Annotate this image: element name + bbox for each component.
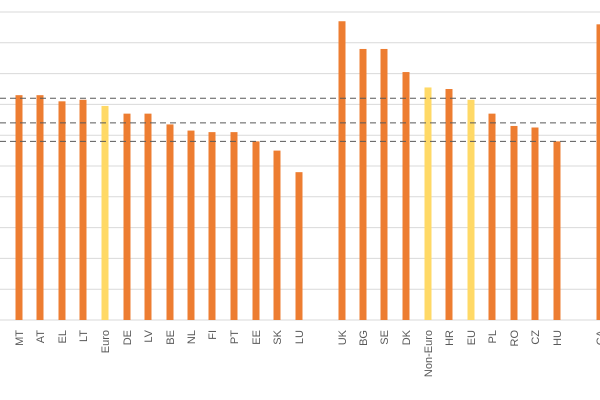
tick-label-se: SE — [379, 330, 391, 345]
tick-label-dk: DK — [401, 329, 413, 345]
tick-label-ee: EE — [251, 330, 263, 345]
bar-nl — [187, 130, 195, 320]
bar-ro — [510, 125, 518, 321]
tick-label-it: IT — [0, 330, 3, 340]
tick-label-non-euro: Non-Euro — [423, 330, 435, 377]
bar-hu — [553, 141, 561, 320]
tick-label-cz: CZ — [530, 330, 542, 345]
tick-label-be: BE — [165, 330, 177, 345]
bar-uk — [338, 21, 346, 321]
tick-label-lt: LT — [78, 330, 90, 342]
bar-se — [380, 48, 388, 321]
tick-label-at: AT — [35, 330, 47, 344]
bar-ee — [252, 141, 260, 320]
bar-cz — [531, 127, 539, 320]
tick-label-uk: UK — [337, 329, 349, 345]
bar-mt — [15, 95, 23, 320]
bar-eu — [467, 99, 475, 320]
bar-fi — [208, 132, 216, 320]
bar-at — [36, 95, 44, 320]
tick-label-eu: EU — [466, 330, 478, 345]
tick-label-bg: BG — [358, 330, 370, 346]
bar-bg — [359, 48, 367, 321]
category-labels: IT MT AT EL LT Euro DE LV BE NL FI PT EE SK LU UK BG SE DK… — [0, 329, 600, 377]
bar-de — [123, 113, 131, 320]
reference-lines — [0, 97, 600, 142]
bar-hr — [445, 89, 453, 320]
tick-label-el: EL — [57, 330, 69, 343]
bars — [15, 21, 600, 321]
tick-label-lu: LU — [294, 330, 306, 344]
bar-sk — [273, 150, 281, 320]
bar-ca — [596, 24, 600, 320]
bar-euro — [101, 105, 109, 320]
tick-label-ro: RO — [509, 330, 521, 347]
bar-non-euro — [424, 87, 432, 321]
tick-label-ca: CA — [595, 329, 600, 345]
tick-label-hu: HU — [552, 330, 564, 346]
tick-label-hr: HR — [444, 330, 456, 346]
bar-pl — [488, 113, 496, 320]
bar-dk — [402, 72, 410, 320]
tick-label-sk: SK — [272, 329, 284, 344]
bar-be — [166, 124, 174, 320]
tick-label-pt: PT — [229, 330, 241, 344]
bar-lu — [295, 172, 303, 320]
tick-label-fi: FI — [207, 330, 219, 340]
tick-label-mt: MT — [14, 330, 26, 346]
tick-label-lv: LV — [143, 329, 155, 342]
tick-label-de: DE — [122, 330, 134, 345]
bar-lv — [144, 113, 152, 320]
bar-lt — [79, 99, 87, 320]
tick-label-nl: NL — [186, 330, 198, 344]
tick-label-euro: Euro — [100, 330, 112, 353]
bar-el — [58, 101, 66, 320]
tick-label-pl: PL — [487, 330, 499, 343]
bar-pt — [230, 132, 238, 320]
